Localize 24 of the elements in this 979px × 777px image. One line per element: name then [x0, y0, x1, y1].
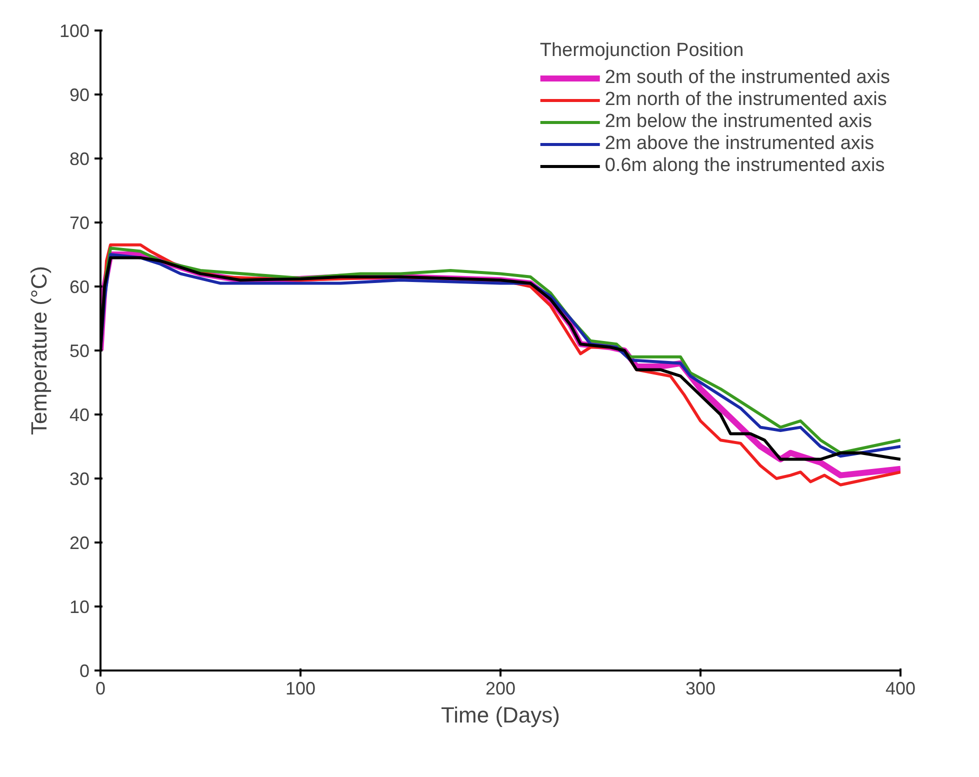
legend-title: Thermojunction Position: [540, 40, 745, 62]
y-tick-label: 70: [69, 213, 90, 233]
y-tick-label: 0: [79, 661, 90, 681]
legend-label: 2m below the instrumented axis: [604, 111, 872, 133]
y-axis-title: Temperature (°C): [26, 266, 52, 435]
x-tick-label: 0: [95, 678, 106, 698]
legend-label: 2m north of the instrumented axis: [604, 89, 887, 111]
x-tick-label: 400: [885, 678, 916, 698]
y-tick-label: 10: [69, 597, 90, 617]
legend-label: 0.6m along the instrumented axis: [604, 155, 885, 177]
y-tick-label: 60: [69, 277, 90, 297]
y-tick-label: 100: [59, 21, 90, 41]
y-tick-label: 50: [69, 341, 90, 361]
y-tick-label: 40: [69, 405, 90, 425]
x-axis-title: Time (Days): [441, 702, 560, 728]
y-tick-label: 30: [69, 469, 90, 489]
y-tick-label: 80: [69, 149, 90, 169]
x-tick-label: 100: [285, 678, 316, 698]
x-tick-label: 200: [485, 678, 516, 698]
y-tick-label: 90: [69, 85, 90, 105]
legend-label: 2m above the instrumented axis: [604, 133, 874, 155]
x-tick-label: 300: [685, 678, 716, 698]
y-tick-label: 20: [69, 533, 90, 553]
legend-label: 2m south of the instrumented axis: [604, 67, 890, 89]
